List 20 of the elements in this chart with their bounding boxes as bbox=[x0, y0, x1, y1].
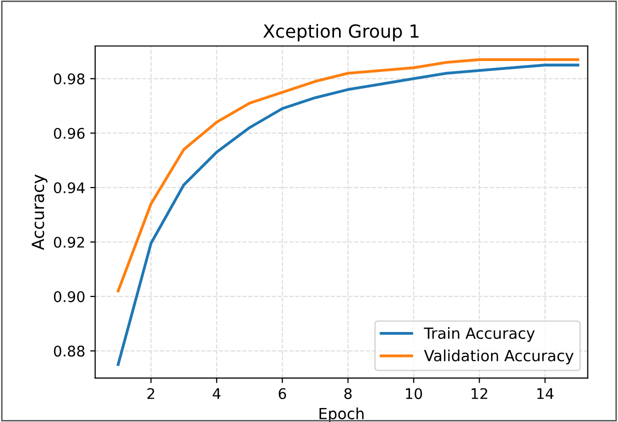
x-tick-label: 2 bbox=[147, 388, 154, 399]
x-tick-label: 14 bbox=[537, 388, 554, 399]
y-tick-label: 0.96 bbox=[54, 128, 85, 139]
y-tick-label: 0.90 bbox=[54, 291, 84, 302]
y-tick-label: 0.94 bbox=[54, 182, 85, 194]
x-tick-label: 4 bbox=[212, 388, 220, 399]
y-tick-label: 0.92 bbox=[54, 236, 84, 248]
x-axis-title: Epoch bbox=[320, 408, 364, 422]
line-series bbox=[116, 58, 580, 292]
x-tick-label: 8 bbox=[344, 388, 352, 400]
y-tick-label: 0.88 bbox=[54, 346, 84, 357]
y-axis-title: Accuracy bbox=[32, 174, 48, 250]
line-series bbox=[116, 64, 580, 366]
chart-title: Xception Group 1 bbox=[263, 24, 418, 42]
x-tick-label: 6 bbox=[278, 388, 286, 400]
legend-label: Train Accuracy bbox=[424, 327, 535, 342]
x-tick-label: 10 bbox=[406, 388, 422, 400]
x-tick-label: 12 bbox=[472, 388, 488, 399]
y-tick-label: 0.98 bbox=[54, 73, 84, 84]
legend-label: Validation Accuracy bbox=[424, 350, 574, 364]
